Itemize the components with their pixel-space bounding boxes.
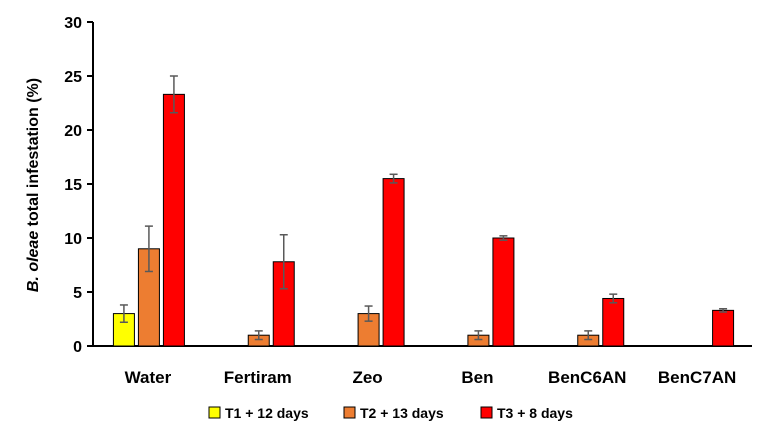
legend-swatch <box>208 406 221 419</box>
x-tick-label: BenC6AN <box>548 368 626 387</box>
bar <box>162 93 185 347</box>
y-tick-label: 0 <box>73 339 82 356</box>
x-tick-label: BenC7AN <box>658 368 736 387</box>
bar <box>602 297 625 347</box>
y-axis-label-rest: total infestation (%) <box>25 78 42 231</box>
x-tick-label: Water <box>125 368 172 387</box>
y-tick-label: 30 <box>64 15 82 32</box>
x-tick-label: Fertiram <box>224 368 292 387</box>
y-tick-label: 15 <box>64 177 82 194</box>
y-tick-label: 20 <box>64 123 82 140</box>
legend: T1 + 12 days T2 + 13 days T3 + 8 days <box>208 405 573 421</box>
y-axis-label-italic: B. oleae <box>25 231 42 292</box>
bars <box>112 93 735 347</box>
x-tick-label: Ben <box>461 368 493 387</box>
y-axis-label: B. oleae total infestation (%) <box>25 78 42 292</box>
legend-label: T2 + 13 days <box>360 405 444 421</box>
y-tick-label: 10 <box>64 231 82 248</box>
legend-swatch <box>480 406 493 419</box>
y-axis: 0 5 10 15 20 25 30 <box>64 15 94 356</box>
x-axis: Water Fertiram Zeo Ben BenC6AN BenC7AN <box>93 345 752 387</box>
legend-label: T1 + 12 days <box>225 405 309 421</box>
legend-label: T3 + 8 days <box>497 405 573 421</box>
error-bars <box>119 75 728 341</box>
legend-swatch <box>343 406 356 419</box>
y-tick-label: 25 <box>64 69 82 86</box>
x-tick-label: Zeo <box>352 368 382 387</box>
y-tick-label: 5 <box>73 285 82 302</box>
bar <box>712 309 735 347</box>
bar <box>382 178 405 347</box>
bar <box>492 237 515 347</box>
